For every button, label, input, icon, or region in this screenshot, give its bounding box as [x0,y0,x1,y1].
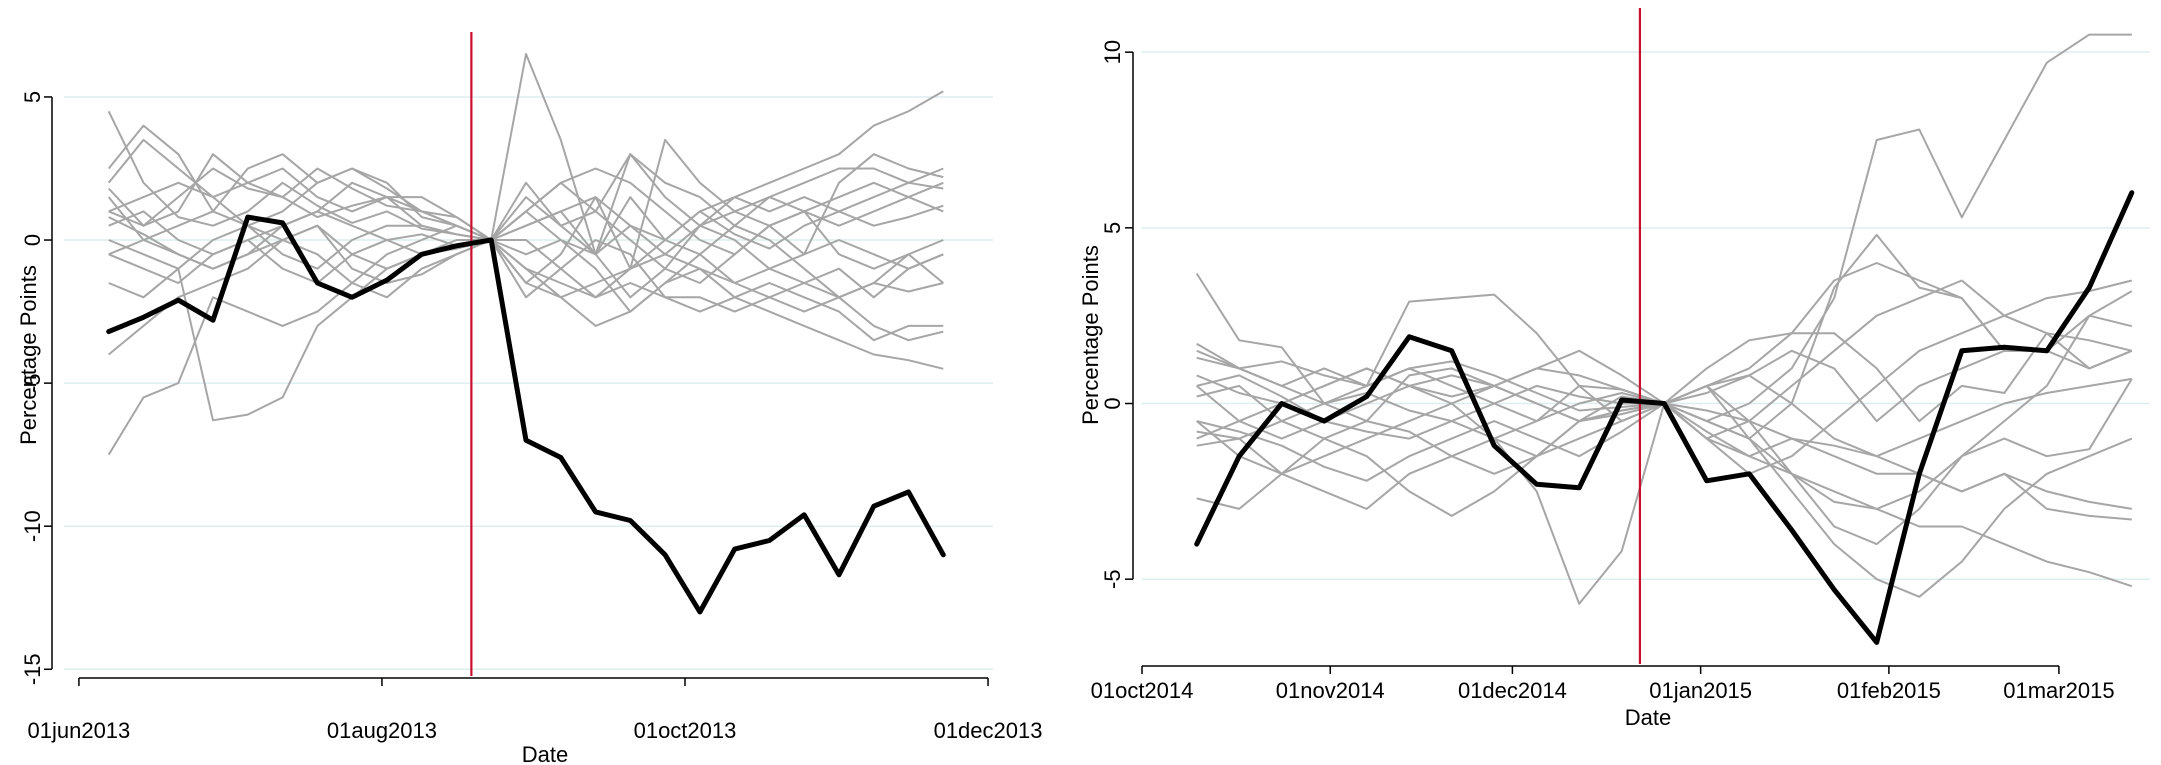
x-tick-label: 01feb2015 [1837,678,1941,703]
placebo-series-line [108,167,944,313]
placebo-series-line [107,224,944,456]
x-tick-label: 01mar2015 [2003,678,2114,703]
x-tick-label: 01oct2013 [634,718,737,743]
panel-2: 10 5 0 -5 01oct2014 01nov2014 01dec2014 01jan20… [1078,8,2150,730]
placebo-series-line [1196,279,2133,510]
y-tick-label: -5 [20,373,45,393]
y-axis-title: Percentage Points [16,265,41,445]
x-axis-title: Date [1625,705,1671,730]
treated-series-line [106,214,946,615]
x-tick-label: 01nov2014 [1276,678,1385,703]
placebo-series-line [108,167,944,256]
x-tick-label: 01jun2013 [28,718,131,743]
y-tick-label: 5 [1100,222,1125,234]
y-axis-title: Percentage Points [1078,245,1103,425]
placebo-series-line [107,138,944,342]
y-tick-label: 0 [20,234,45,246]
y-tick-label: -5 [1100,569,1125,589]
x-tick-label: 01aug2013 [327,718,437,743]
placebo-series-line [1196,384,2133,598]
y-tick-label: 0 [1100,397,1125,409]
placebo-series-line [107,53,944,256]
y-tick-label: -15 [20,653,45,685]
placebo-series-line [1196,374,2132,510]
x-tick-label: 01dec2014 [1458,678,1567,703]
y-tick-label: 10 [1100,40,1125,64]
placebo-series-line [1196,402,2132,521]
placebo-series-line [108,90,944,422]
x-tick-label: 01dec2013 [934,718,1043,743]
y-tick-label: 5 [20,91,45,103]
panel-1: 5 0 -5 -10 -15 01jun2013 01aug2013 01oct2013 01d… [16,32,1042,765]
placebo-series-line [108,153,944,299]
x-tick-label: 01oct2014 [1091,678,1194,703]
treated-series-line [1194,190,2135,645]
placebo-series-line [1196,349,2133,423]
y-tick-label: -10 [20,510,45,542]
x-axis-title: Date [522,742,568,765]
x-tick-label: 01jan2015 [1649,678,1752,703]
